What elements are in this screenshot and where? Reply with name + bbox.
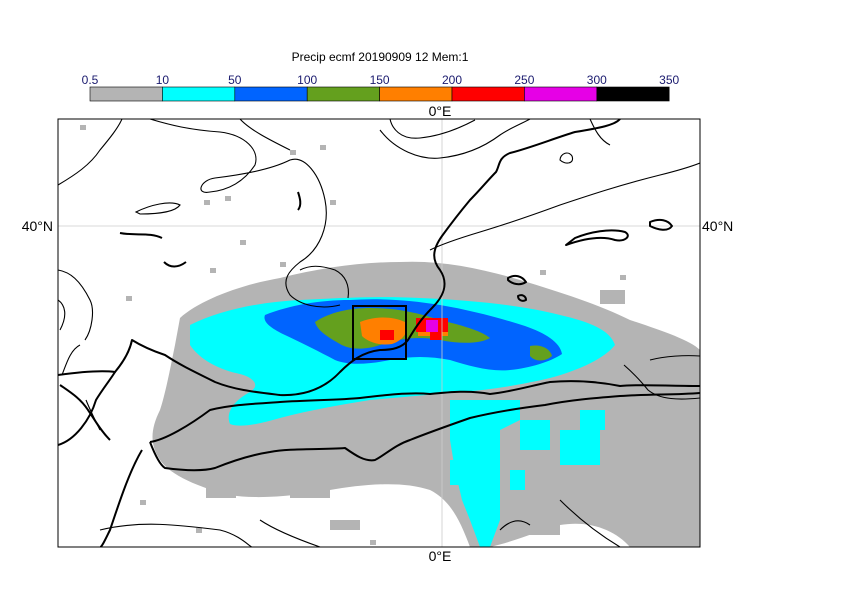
lat-label-left: 40°N bbox=[22, 218, 53, 234]
precip-field-magenta bbox=[426, 320, 438, 332]
colorbar-box-0 bbox=[89, 86, 163, 102]
colorbar-box-6 bbox=[524, 86, 598, 102]
colorbar-box-2 bbox=[234, 86, 308, 102]
colorbar-box-3 bbox=[306, 86, 380, 102]
colorbar-tick-label: 300 bbox=[587, 73, 607, 87]
boundaries bbox=[58, 119, 700, 547]
lon-label-bottom: 0°E bbox=[429, 548, 452, 564]
colorbar-box-4 bbox=[379, 86, 453, 102]
colorbar-tick-label: 50 bbox=[228, 73, 242, 87]
colorbar-tick-label: 200 bbox=[442, 73, 462, 87]
precip-specks bbox=[80, 125, 626, 545]
colorbar-box-1 bbox=[162, 86, 236, 102]
coastlines bbox=[58, 119, 700, 547]
colorbar-tick-label: 250 bbox=[514, 73, 534, 87]
map-frame bbox=[57, 118, 701, 548]
colorbar-boxes bbox=[89, 86, 670, 102]
colorbar-tick-labels: 0.5 10 50 100 150 200 250 300 350 bbox=[82, 73, 680, 87]
colorbar-box-7 bbox=[596, 86, 670, 102]
colorbar-tick-label: 100 bbox=[297, 73, 317, 87]
lat-label-right: 40°N bbox=[702, 218, 733, 234]
colorbar-box-5 bbox=[451, 86, 525, 102]
colorbar-tick-label: 350 bbox=[659, 73, 679, 87]
lon-label-top: 0°E bbox=[429, 103, 452, 119]
colorbar: 0.5 10 50 100 150 200 250 300 350 bbox=[82, 73, 680, 102]
graticule bbox=[58, 119, 700, 547]
colorbar-tick-label: 0.5 bbox=[82, 73, 99, 87]
colorbar-tick-label: 150 bbox=[370, 73, 390, 87]
map-area bbox=[58, 119, 700, 547]
map-title: Precip ecmf 20190909 12 Mem:1 bbox=[292, 50, 469, 64]
focus-region-box bbox=[352, 305, 407, 360]
colorbar-tick-label: 10 bbox=[156, 73, 170, 87]
